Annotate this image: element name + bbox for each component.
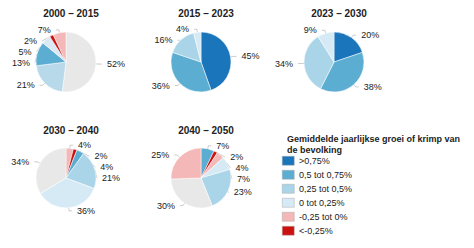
svg-text:9%: 9%	[304, 25, 317, 35]
svg-text:7%: 7%	[237, 174, 250, 184]
svg-text:38%: 38%	[364, 82, 382, 92]
svg-text:5%: 5%	[18, 47, 31, 57]
svg-text:45%: 45%	[242, 51, 260, 61]
svg-text:2015 – 2023: 2015 – 2023	[178, 8, 234, 19]
svg-text:2023 – 2030: 2023 – 2030	[311, 8, 367, 19]
svg-text:7%: 7%	[38, 25, 51, 35]
svg-text:36%: 36%	[77, 206, 95, 216]
svg-text:0 tot 0,25%: 0 tot 0,25%	[299, 198, 345, 208]
svg-text:0,5 tot 0,75%: 0,5 tot 0,75%	[299, 170, 352, 180]
svg-text:2030 – 2040: 2030 – 2040	[43, 125, 99, 136]
svg-text:>0,75%: >0,75%	[299, 156, 330, 166]
svg-text:4%: 4%	[236, 163, 249, 173]
svg-text:2040 – 2050: 2040 – 2050	[178, 125, 234, 136]
svg-text:2000 – 2015: 2000 – 2015	[43, 8, 99, 19]
svg-text:7%: 7%	[216, 141, 229, 151]
svg-text:34%: 34%	[275, 59, 293, 69]
svg-text:2%: 2%	[230, 152, 243, 162]
svg-text:-0,25 tot 0%: -0,25 tot 0%	[299, 212, 348, 222]
svg-text:4%: 4%	[100, 162, 113, 172]
svg-text:Gemiddelde jaarlijkse groei of: Gemiddelde jaarlijkse groei of krimp van	[287, 134, 463, 144]
svg-text:2%: 2%	[24, 36, 37, 46]
svg-text:25%: 25%	[151, 150, 169, 160]
svg-text:0,25 tot 0,5%: 0,25 tot 0,5%	[299, 184, 352, 194]
svg-text:4%: 4%	[176, 24, 189, 34]
svg-text:de bevolking: de bevolking	[287, 145, 342, 155]
svg-text:20%: 20%	[361, 30, 379, 40]
svg-text:30%: 30%	[157, 201, 175, 211]
svg-text:36%: 36%	[152, 81, 170, 91]
svg-text:34%: 34%	[11, 157, 29, 167]
svg-text:16%: 16%	[155, 35, 173, 45]
svg-text:21%: 21%	[17, 80, 35, 90]
svg-text:52%: 52%	[107, 59, 125, 69]
svg-text:2%: 2%	[94, 151, 107, 161]
svg-text:23%: 23%	[234, 187, 252, 197]
svg-text:21%: 21%	[102, 173, 120, 183]
svg-text:4%: 4%	[78, 140, 91, 150]
svg-text:<-0,25%: <-0,25%	[299, 226, 333, 236]
svg-text:13%: 13%	[12, 58, 30, 68]
